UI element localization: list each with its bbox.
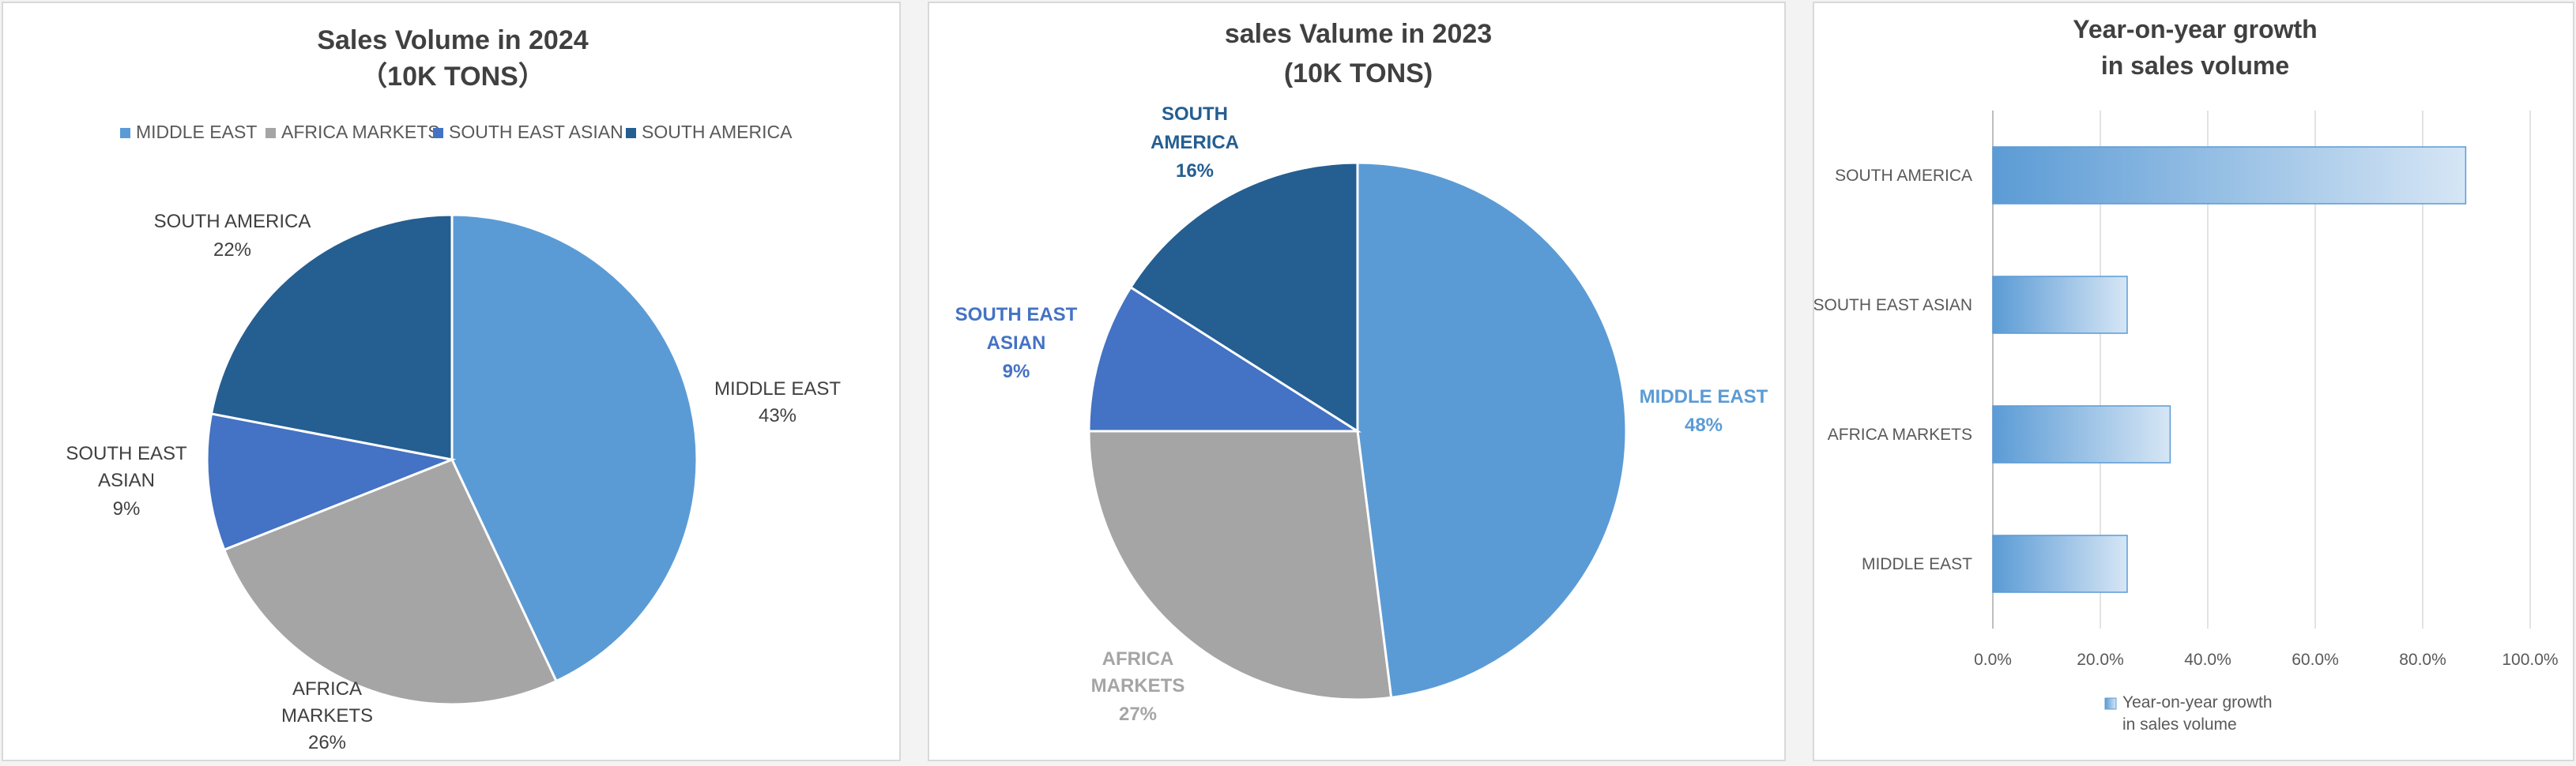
pie-slice-south-america <box>209 213 454 461</box>
bar-chart-growth: Year-on-year growth in sales volume SOUT… <box>1814 15 2559 734</box>
chart-title: sales Valume in 2023 <box>1225 19 1492 49</box>
chart-title-line-1: Year-on-year growth <box>2073 15 2317 43</box>
chart-title-line-2: in sales volume <box>2101 51 2289 80</box>
category-label-south-east-asian: SOUTH EAST ASIAN <box>1814 296 1972 314</box>
chart-title: Sales Volume in 2024 <box>317 25 588 55</box>
x-tick-label: 80.0% <box>2399 651 2446 669</box>
slice-label-south-america: SOUTH AMERICA <box>154 211 311 232</box>
legend-label-line-1: Year-on-year growth <box>2122 693 2273 712</box>
chart-legend: Year-on-year growth in sales volume <box>2104 693 2273 734</box>
x-tick-labels: 0.0% 20.0% 40.0% 60.0% 80.0% 100.0% <box>1974 651 2559 669</box>
slice-label-south-east-asian-line-2: ASIAN <box>987 332 1046 354</box>
pie-chart-2023: sales Valume in 2023 (10K TONS) MIDDLE E… <box>955 19 1768 725</box>
pie-slice-africa-markets <box>1087 430 1393 701</box>
category-label-africa-markets: AFRICA MARKETS <box>1828 426 1972 444</box>
slice-label-africa-markets-line-2: MARKETS <box>1091 675 1185 697</box>
chart-subtitle: （10K TONS） <box>360 61 545 92</box>
x-tick-label: 20.0% <box>2077 651 2124 669</box>
slice-label-south-america-line-1: SOUTH <box>1162 103 1228 125</box>
chart-panel-2023: sales Valume in 2023 (10K TONS) MIDDLE E… <box>928 2 1786 761</box>
chart-panel-growth: Year-on-year growth in sales volume SOUT… <box>1813 2 2574 761</box>
slice-percent-south-america: 16% <box>1176 160 1214 182</box>
slice-percent-middle-east: 48% <box>1685 415 1723 436</box>
pie-slices <box>205 213 699 706</box>
slice-label-africa-markets-line-1: AFRICA <box>292 678 362 700</box>
x-tick-label: 60.0% <box>2292 651 2339 669</box>
bars <box>1992 146 2467 593</box>
pie-slice-middle-east <box>1356 161 1628 699</box>
pie-slice-south-america <box>1128 161 1359 434</box>
category-label-middle-east: MIDDLE EAST <box>1862 555 1972 573</box>
slice-labels: MIDDLE EAST 43% AFRICA MARKETS 26% SOUTH… <box>66 211 841 753</box>
x-tick-label: 100.0% <box>2502 651 2558 669</box>
pie-slices <box>1087 161 1628 701</box>
slice-percent-south-east-asian: 9% <box>1003 361 1030 382</box>
bar-south-america <box>1992 146 2467 205</box>
pie-slice-south-east-asian <box>205 412 457 552</box>
legend-item-south-america: SOUTH AMERICA <box>642 122 793 142</box>
legend-swatch <box>2104 697 2117 710</box>
x-tick-label: 0.0% <box>1974 651 2012 669</box>
slice-labels: MIDDLE EAST 48% AFRICA MARKETS 27% SOUTH… <box>955 103 1768 725</box>
pie-chart-2024: Sales Volume in 2024 （10K TONS） MIDDLE E… <box>66 25 841 753</box>
legend-item-africa-markets: AFRICA MARKETS <box>281 122 440 142</box>
category-labels: SOUTH AMERICA SOUTH EAST ASIAN AFRICA MARK… <box>1814 167 1972 573</box>
slice-label-middle-east: MIDDLE EAST <box>1640 386 1768 407</box>
category-label-south-america: SOUTH AMERICA <box>1835 167 1972 185</box>
chart-panel-2024: Sales Volume in 2024 （10K TONS） MIDDLE E… <box>2 2 901 761</box>
slice-label-south-america-line-2: AMERICA <box>1151 132 1239 153</box>
legend-swatch-africa-markets <box>266 128 276 138</box>
legend-item-south-east-asian: SOUTH EAST ASIAN <box>449 122 623 142</box>
slice-percent-africa-markets: 27% <box>1119 704 1157 725</box>
chart-legend: MIDDLE EAST AFRICA MARKETS SOUTH EAST AS… <box>120 122 793 142</box>
slice-label-south-east-asian-line-1: SOUTH EAST <box>66 443 187 464</box>
legend-label-line-2: in sales volume <box>2122 715 2237 734</box>
pie-slice-middle-east <box>450 213 699 683</box>
x-tick-label: 40.0% <box>2184 651 2231 669</box>
bar-africa-markets <box>1992 405 2171 464</box>
legend-swatch-south-east-asian <box>433 128 443 138</box>
legend-swatch-south-america <box>626 128 636 138</box>
pie-slice-africa-markets <box>222 458 558 706</box>
pie-slice-south-east-asian <box>1087 285 1362 433</box>
bar-south-east-asian <box>1992 276 2128 334</box>
slice-label-africa-markets-line-2: MARKETS <box>281 705 373 727</box>
slice-label-south-east-asian-line-2: ASIAN <box>98 470 155 491</box>
slice-percent-south-america: 22% <box>213 239 251 261</box>
legend-item-middle-east: MIDDLE EAST <box>136 122 257 142</box>
slice-label-africa-markets-line-1: AFRICA <box>1102 648 1174 670</box>
bar-middle-east <box>1992 535 2128 593</box>
chart-subtitle: (10K TONS) <box>1284 58 1433 88</box>
slice-percent-middle-east: 43% <box>759 405 797 426</box>
slice-label-south-east-asian-line-1: SOUTH EAST <box>955 304 1078 325</box>
legend-swatch-middle-east <box>120 128 130 138</box>
slice-percent-south-east-asian: 9% <box>113 498 141 520</box>
slice-label-middle-east: MIDDLE EAST <box>714 378 841 400</box>
slice-percent-africa-markets: 26% <box>308 732 346 753</box>
